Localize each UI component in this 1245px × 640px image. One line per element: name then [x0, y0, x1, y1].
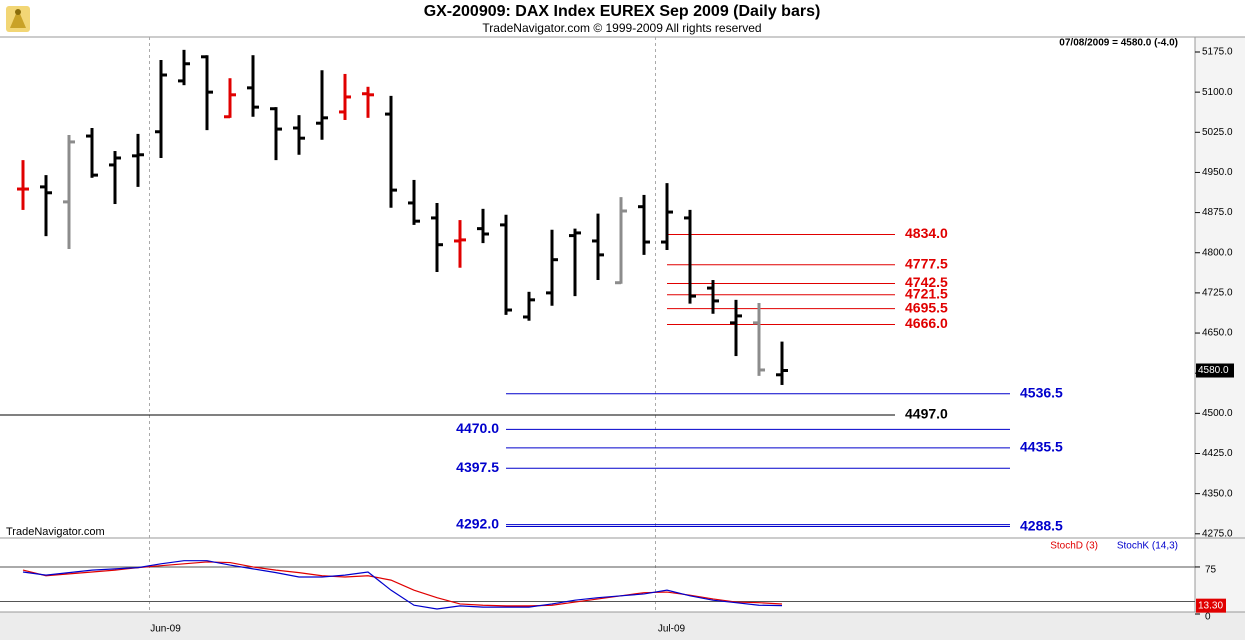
y-tick-label: 4425.0	[1202, 448, 1233, 459]
ohlc-bar	[40, 175, 52, 237]
level-label: 4666.0	[905, 315, 948, 331]
ohlc-bar	[316, 70, 328, 140]
stoch-y-tick-label: 75	[1205, 565, 1217, 576]
last-price-box	[1196, 363, 1234, 378]
x-tick-label: Jul-09	[658, 624, 686, 635]
level-label: 4288.5	[1020, 517, 1063, 533]
ohlc-bar	[109, 151, 121, 205]
ohlc-bar	[86, 128, 98, 178]
ohlc-bar	[17, 160, 29, 210]
stoch-last-label: 13.30	[1198, 600, 1223, 611]
ohlc-bar	[523, 291, 535, 321]
legend-entry: StochK (14,3)	[1117, 541, 1178, 552]
y-tick-label: 4950.0	[1202, 167, 1233, 178]
level-label: 4742.5	[905, 274, 948, 290]
y-tick-label: 5175.0	[1202, 47, 1233, 58]
last-price-label: 4580.0	[1198, 365, 1229, 376]
level-label: 4497.0	[905, 406, 948, 422]
ohlc-bar	[63, 134, 75, 249]
ohlc-bar	[707, 280, 719, 314]
level-label: 4834.0	[905, 225, 948, 241]
ohlc-bar	[132, 133, 144, 187]
y-tick-label: 4275.0	[1202, 528, 1233, 539]
ohlc-bar	[753, 303, 765, 376]
ohlc-bar	[661, 183, 673, 251]
y-tick-label: 4650.0	[1202, 328, 1233, 339]
ohlc-bar	[155, 60, 167, 158]
ohlc-bar	[569, 228, 581, 297]
ohlc-bar	[431, 202, 443, 273]
ohlc-bar	[293, 115, 305, 155]
level-label: 4721.5	[905, 285, 948, 301]
ohlc-bar	[247, 55, 259, 117]
ohlc-bar	[730, 299, 742, 357]
chart-title: GX-200909: DAX Index EUREX Sep 2009 (Dai…	[424, 3, 821, 20]
level-label: 4695.5	[905, 299, 948, 315]
level-label: 4435.5	[1020, 439, 1063, 455]
y-tick-label: 4500.0	[1202, 408, 1233, 419]
level-label: 4397.5	[456, 459, 499, 475]
stoch-line	[22, 560, 783, 610]
stoch-last-box	[1196, 598, 1226, 613]
ohlc-bar	[270, 107, 282, 161]
x-axis-band	[0, 612, 1245, 640]
y-tick-label: 5100.0	[1202, 87, 1233, 98]
status: 07/08/2009 = 4580.0 (-4.0)	[1059, 38, 1178, 49]
ohlc-bar	[385, 95, 397, 208]
stoch-y-tick-label: 0	[1205, 612, 1211, 623]
ohlc-bar	[408, 179, 420, 225]
ohlc-bar	[615, 197, 627, 285]
legend-entry: StochD (3)	[1050, 541, 1098, 552]
ohlc-bar	[592, 213, 604, 281]
x-tick-label: Jun-09	[150, 624, 181, 635]
ohlc-bar	[546, 229, 558, 306]
y-axis-band	[1195, 37, 1245, 612]
ohlc-bar	[684, 209, 696, 304]
chart-subtitle: TradeNavigator.com © 1999-2009 All right…	[482, 21, 761, 35]
ohlc-bar	[224, 78, 236, 119]
ohlc-bar	[776, 341, 788, 385]
ohlc-bar	[339, 73, 351, 120]
level-label: 4292.0	[456, 515, 499, 531]
y-tick-label: 4350.0	[1202, 488, 1233, 499]
y-tick-label: 4875.0	[1202, 207, 1233, 218]
ohlc-bar	[362, 86, 374, 118]
ohlc-bar	[500, 214, 512, 315]
ohlc-bar	[477, 208, 489, 244]
y-tick-label: 4725.0	[1202, 288, 1233, 299]
watermark: TradeNavigator.com	[6, 526, 105, 538]
level-label: 4777.5	[905, 255, 948, 271]
logo	[6, 6, 30, 32]
ohlc-bar	[454, 220, 466, 268]
level-label: 4470.0	[456, 420, 499, 436]
ohlc-bar	[201, 55, 213, 131]
y-tick-label: 5025.0	[1202, 127, 1233, 138]
level-label: 4536.5	[1020, 385, 1063, 401]
y-tick-label: 4800.0	[1202, 247, 1233, 258]
ohlc-bar	[638, 194, 650, 255]
ohlc-bar	[178, 49, 190, 86]
